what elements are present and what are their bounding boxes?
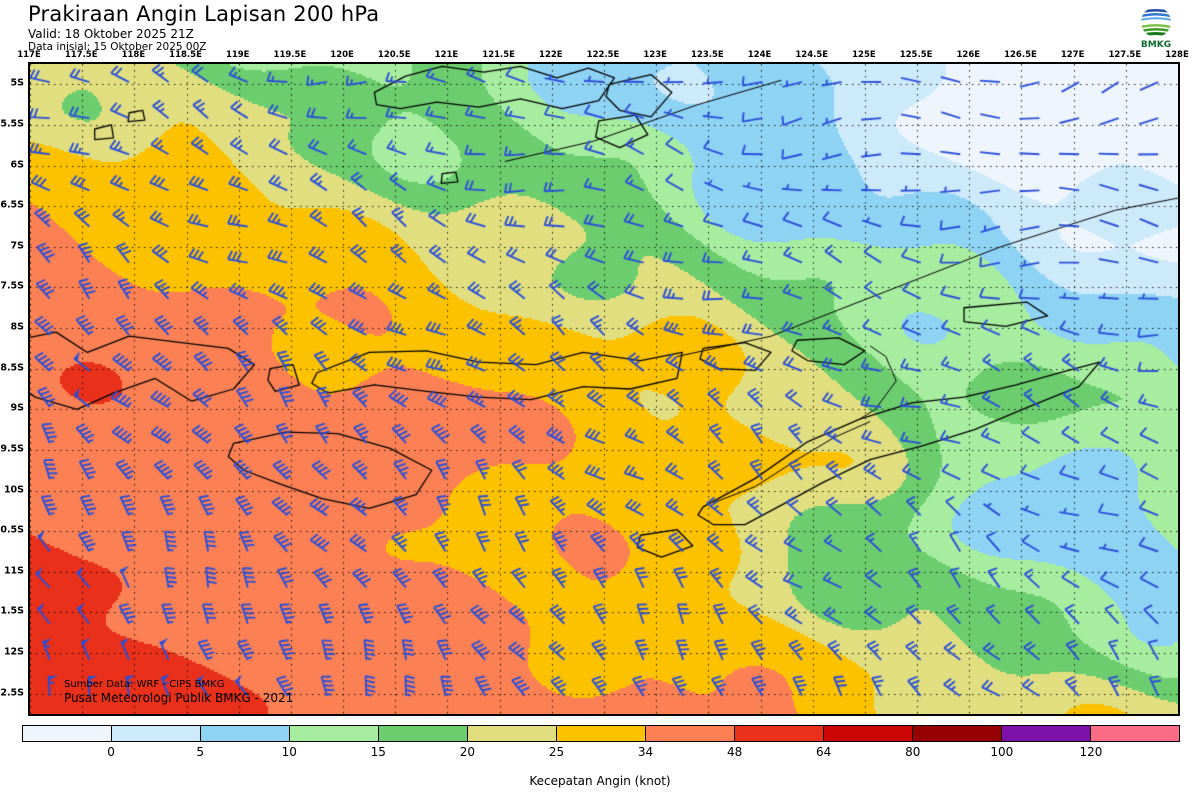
initial-data-label: Data inisial: 15 Oktober 2025 00Z [28,41,207,53]
y-tick-label: 9.5S [0,443,24,455]
x-tick-label: 127.5E [1108,50,1142,60]
x-tick-label: 120.5E [377,50,411,60]
x-tick-label: 124E [747,50,772,60]
y-tick-label: 6.5S [0,199,24,211]
y-tick-label: 5.5S [0,118,24,130]
y-tick-label: 6S [10,159,24,171]
x-tick-label: 118E [121,50,146,60]
colorbar-segment [1002,726,1091,741]
colorbar-segment [23,726,112,741]
y-tick-label: 7S [10,240,24,252]
x-tick-label: 122E [539,50,563,60]
y-tick-label: 12.5S [0,687,24,699]
publisher-label: Pusat Meteorologi Publik BMKG - 2021 [64,691,294,705]
x-tick-label: 128E [1165,50,1189,60]
bmkg-emblem-icon [1141,7,1171,37]
colorbar-tick-label: 10 [281,745,297,759]
colorbar-segment [112,726,201,741]
x-tick-label: 126E [956,50,981,60]
x-tick-label: 119E [225,50,250,60]
colorbar-tick-label: 20 [459,745,476,759]
colorbar-tick-label: 100 [990,745,1014,759]
y-tick-label: 7.5S [0,280,24,292]
x-tick-label: 124.5E [795,50,829,60]
page-title: Prakiraan Angin Lapisan 200 hPa [28,2,380,26]
colorbar-segment [290,726,379,741]
colorbar-segment [913,726,1002,741]
x-tick-label: 123.5E [691,50,724,60]
header-block: Prakiraan Angin Lapisan 200 hPa Valid: 1… [28,2,379,54]
x-tick-label: 117E [17,50,41,60]
colorbar-tick-label: 120 [1079,745,1103,759]
colorbar-tick-label: 5 [196,745,204,759]
data-source-label: Sumber Data: WRF - CIPS BMKG [64,679,225,690]
y-tick-label: 10.5S [0,524,24,536]
y-tick-label: 9S [10,402,24,414]
credits-block: Sumber Data: WRF - CIPS BMKG Pusat Meteo… [64,678,293,706]
x-tick-label: 121.5E [482,50,515,60]
bmkg-logo-icon [1138,6,1174,40]
y-tick-label: 8S [10,321,24,333]
x-tick-label: 118.5E [169,50,202,60]
colorbar-segment [468,726,557,741]
bmkg-logo-label: BMKG [1140,40,1172,50]
colorbar-tick-label: 0 [107,745,115,759]
x-tick-label: 122.5E [586,50,620,60]
colorbar-segment [379,726,468,741]
x-tick-label: 117.5E [64,50,98,60]
bmkg-logo: BMKG [1132,6,1180,52]
wind-map-plot[interactable]: Sumber Data: WRF - CIPS BMKG Pusat Meteo… [28,62,1180,716]
colorbar-segment [735,726,824,741]
colorbar-segment [1091,726,1179,741]
x-tick-label: 127E [1060,50,1085,60]
y-tick-label: 11.5S [0,605,24,617]
colorbar-tick-label: 64 [816,745,832,759]
y-tick-label: 12S [3,646,24,658]
x-tick-label: 126.5E [1004,50,1037,60]
colorbar-tick-label: 15 [370,745,386,759]
colorbar-segment [646,726,735,741]
colorbar-segment [557,726,646,741]
y-tick-label: 8.5S [0,362,24,374]
wind-barbs-layer [30,64,1178,714]
colorbar-tick-label: 80 [905,745,921,759]
x-tick-label: 125E [852,50,876,60]
colorbar-tick-label: 34 [637,745,654,759]
valid-time-label: Valid: 18 Oktober 2025 21Z [28,27,194,41]
y-tick-label: 11S [3,565,24,577]
colorbar-caption: Kecepatan Angin (knot) [529,774,671,788]
x-tick-label: 120E [330,50,354,60]
colorbar-segment [201,726,290,741]
x-tick-label: 119.5E [273,50,307,60]
y-tick-label: 5S [10,77,24,89]
colorbar-tick-label: 48 [726,745,743,759]
colorbar-segment [824,726,913,741]
x-tick-label: 121E [434,50,459,60]
x-tick-label: 123E [643,50,667,60]
x-tick-label: 125.5E [899,50,933,60]
colorbar-tick-label: 25 [548,745,565,759]
colorbar[interactable] [22,725,1180,742]
y-tick-label: 10S [3,484,24,496]
